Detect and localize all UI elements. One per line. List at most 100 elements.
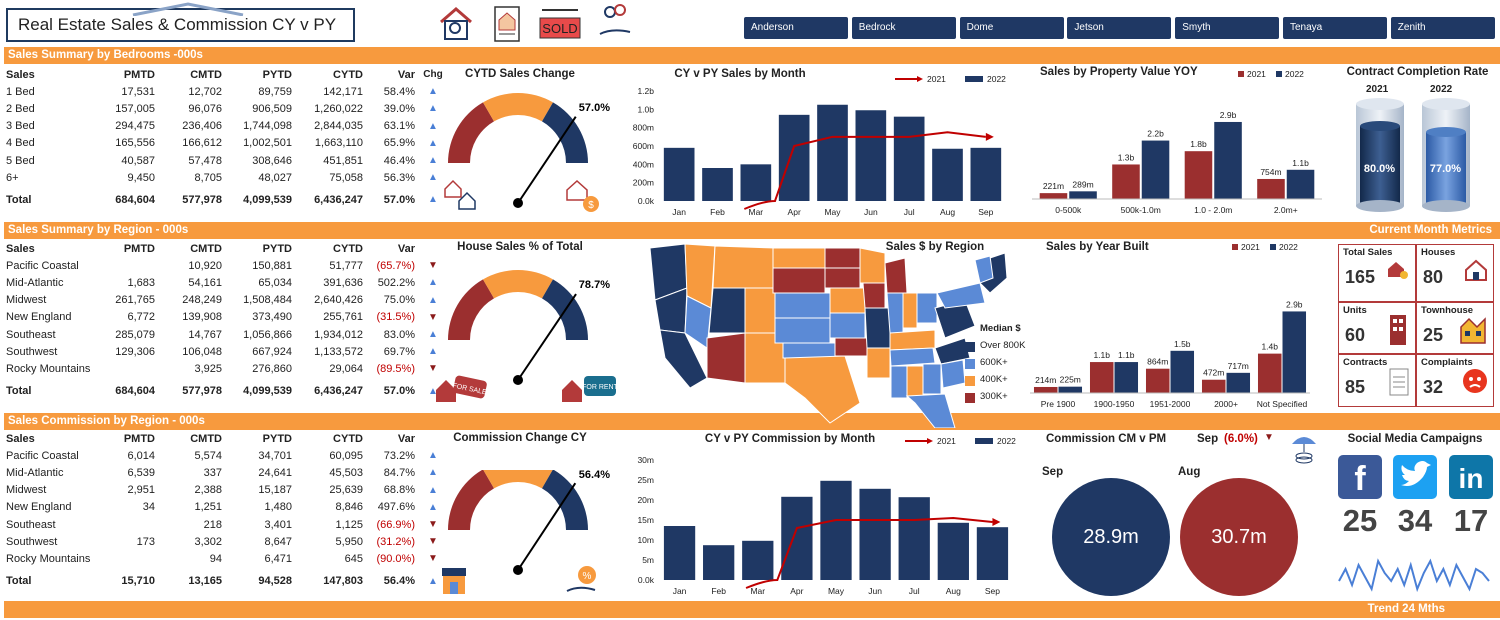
cell-pytd: 667,924 [252, 345, 292, 358]
total-cmtd: 13,165 [188, 575, 222, 588]
cell-cmtd: 57,478 [188, 154, 222, 167]
metric-card: Contracts 85 [1338, 354, 1416, 407]
filter-button-5[interactable]: Tenaya [1283, 17, 1387, 39]
legend-swatch [965, 393, 975, 403]
down-arrow-icon: ▼ [428, 260, 438, 272]
y-tick-label: 800m [633, 123, 654, 133]
up-arrow-icon: ▲ [428, 385, 438, 397]
cell-var: (90.0%) [376, 552, 415, 565]
filter-button-1[interactable]: Bedrock [851, 17, 956, 39]
total-pytd: 94,528 [258, 575, 292, 588]
up-arrow-icon: ▲ [428, 120, 438, 132]
data-label: 1.1b [1292, 158, 1309, 168]
down-arrow-icon: ▼ [428, 553, 438, 565]
cell-pytd: 150,881 [252, 259, 292, 272]
bar-2021 [1201, 379, 1226, 393]
filter-button-0[interactable]: Anderson [744, 17, 848, 39]
completion-year-2021: 2021 [1366, 84, 1389, 95]
table-row: New England 6,772 139,908 373,490 255,761 (31… [4, 309, 449, 326]
metric-label: Total Sales [1343, 247, 1393, 258]
cell-cytd: 1,663,110 [314, 137, 363, 150]
completion-title: Contract Completion Rate [1346, 66, 1489, 78]
svg-text:FOR RENT: FOR RENT [582, 384, 619, 391]
cell-cmtd: 337 [203, 466, 222, 479]
gauge-segment [448, 470, 494, 530]
trend-label: Trend 24 Mths [1367, 603, 1445, 615]
y-tick-label: 0.0k [638, 575, 655, 585]
legend-2022-swatch [1276, 71, 1282, 77]
total-cmtd: 577,978 [182, 193, 222, 206]
cell-var: 84.7% [383, 466, 415, 479]
x-tick-label: 0-500k [1055, 205, 1082, 215]
legend-2021-swatch [1238, 71, 1244, 77]
twitter-icon[interactable] [1393, 455, 1437, 499]
up-arrow-icon: ▲ [428, 346, 438, 358]
cell-pytd: 1,744,098 [243, 120, 292, 133]
legend-2021-swatch [1232, 244, 1238, 250]
metric-value: 32 [1423, 377, 1444, 397]
cell-label: New England [6, 311, 72, 324]
table-row: 4 Bed 165,556 166,612 1,002,501 1,663,110 65.… [4, 135, 449, 152]
cell-pytd: 906,509 [252, 102, 292, 115]
region-table: Sales PMTD CMTD PYTD CYTD Var Pacific Coastal 1… [4, 240, 449, 400]
cell-cytd: 8,846 [335, 501, 363, 514]
filter-button-6[interactable]: Zenith [1390, 17, 1495, 39]
bar-2022 [1069, 191, 1097, 199]
x-tick-label: Jul [904, 207, 915, 217]
line-arrow [992, 518, 1001, 526]
data-label: 1.4b [1261, 342, 1278, 352]
cell-var: 65.9% [383, 137, 415, 150]
bar-2022 [1170, 350, 1195, 393]
table-total-row: Total 15,710 13,165 94,528 147,803 56.4% ▲ [4, 573, 449, 590]
linkedin-count: 17 [1453, 503, 1489, 538]
band-footer: Trend 24 Mths [4, 601, 1500, 618]
filter-button-3[interactable]: Jetson [1067, 17, 1172, 39]
x-tick-label: Apr [788, 207, 801, 217]
filter-button-4[interactable]: Smyth [1175, 17, 1280, 39]
x-tick-label: May [824, 207, 841, 217]
gauge-segment [483, 470, 553, 489]
bar-2022 [1058, 386, 1083, 393]
metric-card: Units 60 [1338, 302, 1416, 354]
up-arrow-icon: ▲ [428, 172, 438, 184]
cell-pmtd [98, 360, 157, 377]
y-tick-label: 600m [633, 141, 654, 151]
cell-pmtd: 40,587 [121, 154, 155, 167]
facebook-icon[interactable]: f [1338, 455, 1382, 499]
bar-2022 [702, 168, 733, 201]
cell-cmtd: 1,251 [194, 501, 222, 514]
linkedin-icon[interactable]: in [1449, 455, 1493, 499]
legend-swatch [965, 342, 975, 352]
data-label: 2.2b [1147, 129, 1164, 139]
gauge2-title: House Sales % of Total [457, 241, 583, 253]
legend-label: Over 800K [980, 340, 1026, 351]
dashboard-title: Real Estate Sales & Commission CY v PY [6, 2, 355, 42]
gauge-value: 78.7% [579, 279, 610, 291]
table-row: 6+ 9,450 8,705 48,027 75,058 56.3% ▲ [4, 169, 449, 186]
table-row: Pacific Coastal 6,014 5,574 34,701 60,095 73.… [4, 447, 449, 464]
cell-pmtd: 173 [136, 535, 155, 548]
up-arrow-icon: ▲ [428, 484, 438, 496]
x-tick-label: Sep [985, 586, 1000, 596]
filter-button-2[interactable]: Dome [959, 17, 1064, 39]
cell-cytd: 1,934,012 [314, 328, 363, 341]
table-row: Mid-Atlantic 1,683 54,161 65,034 391,636 502.… [4, 274, 449, 291]
bar-2022 [781, 496, 813, 580]
cell-label: New England [6, 501, 72, 514]
house-key-icon [1385, 257, 1411, 288]
x-tick-label: Feb [710, 207, 725, 217]
x-tick-label: Not Specified [1257, 399, 1308, 409]
cell-pmtd: 6,539 [127, 466, 155, 479]
cell-label: Rocky Mountains [6, 552, 91, 565]
band-commission-label: Sales Commission by Region - 000s [8, 415, 205, 427]
total-label: Total [6, 385, 32, 398]
metric-value: 85 [1345, 377, 1366, 397]
column-header-pytd: PYTD [262, 242, 292, 255]
us-region-map [649, 243, 1008, 428]
x-tick-label: 1951-2000 [1150, 399, 1191, 409]
gauge-segment [483, 270, 553, 299]
data-label: 864m [1147, 357, 1168, 367]
bar-2022 [1214, 121, 1242, 199]
x-tick-label: Aug [940, 207, 955, 217]
x-tick-label: Apr [790, 586, 803, 596]
